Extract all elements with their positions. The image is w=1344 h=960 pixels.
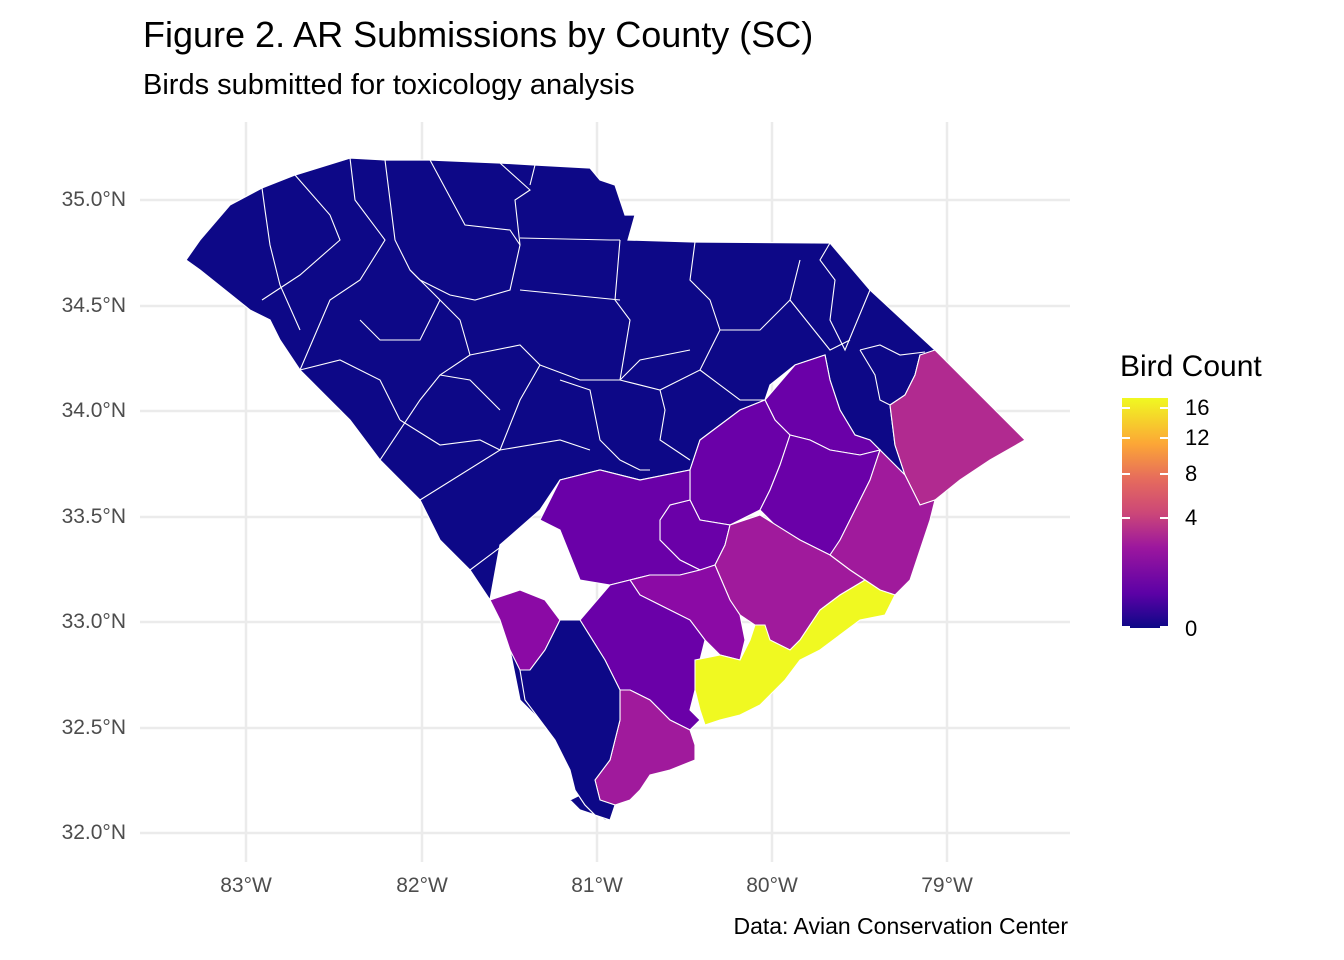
legend-label-0: 0 — [1185, 616, 1198, 641]
legend-label-12: 12 — [1185, 425, 1210, 450]
legend-ticks — [1122, 407, 1168, 628]
chart-caption: Data: Avian Conservation Center — [733, 913, 1068, 939]
x-tick-label: 83°W — [220, 874, 272, 897]
y-tick-label: 34.0°N — [61, 399, 126, 422]
county-charleston — [694, 579, 896, 726]
chart-subtitle: Birds submitted for toxicology analysis — [143, 69, 635, 101]
legend-gradient — [1122, 398, 1168, 628]
y-tick-label: 34.5°N — [61, 294, 126, 317]
y-tick-label: 32.5°N — [61, 716, 126, 739]
y-tick-label: 35.0°N — [61, 188, 126, 211]
legend-label-8: 8 — [1185, 461, 1198, 486]
x-tick-label: 80°W — [746, 874, 798, 897]
x-tick-label: 81°W — [571, 874, 623, 897]
chart-title: Figure 2. AR Submissions by County (SC) — [143, 14, 814, 55]
x-tick-label: 82°W — [396, 874, 448, 897]
y-tick-label: 32.0°N — [61, 821, 126, 844]
x-tick-label: 79°W — [921, 874, 973, 897]
county-jasper — [519, 619, 621, 821]
y-tick-label: 33.5°N — [61, 505, 126, 528]
y-tick-label: 33.0°N — [61, 610, 126, 633]
legend-label-4: 4 — [1185, 505, 1198, 530]
legend-label-16: 16 — [1185, 395, 1210, 420]
legend-title: Bird Count — [1120, 350, 1262, 383]
legend-colorbar — [1122, 398, 1168, 628]
